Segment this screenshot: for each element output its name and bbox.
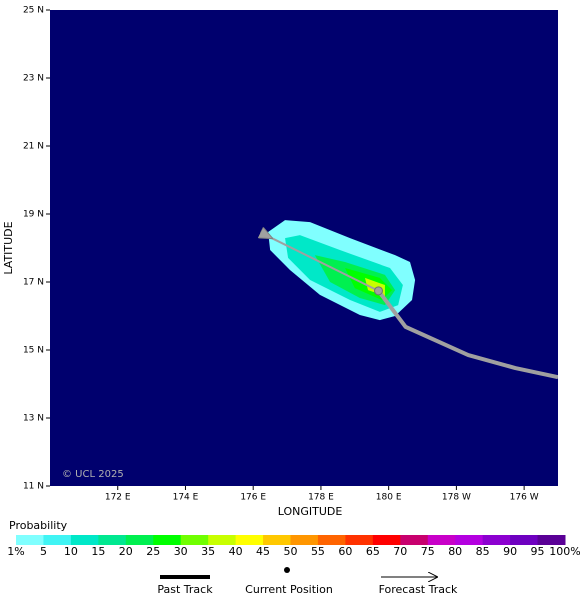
legend-level-label: 35 <box>201 545 215 558</box>
legend-swatch <box>482 535 511 545</box>
forecast-track-label: Forecast Track <box>379 583 458 596</box>
legend-swatch <box>290 535 319 545</box>
legend-level-label: 20 <box>119 545 133 558</box>
legend-level-label: 75 <box>421 545 435 558</box>
legend-swatch <box>537 535 566 545</box>
plot-area: © UCL 2025 <box>50 10 558 486</box>
legend-level-label: 1% <box>7 545 24 558</box>
current-position-label: Current Position <box>245 583 333 596</box>
legend-title: Probability <box>9 519 68 532</box>
y-tick-label: 17 N <box>23 278 44 288</box>
x-axis-label: LONGITUDE <box>278 505 343 518</box>
y-axis-label: LATITUDE <box>2 221 15 274</box>
legend-level-label: 50 <box>284 545 298 558</box>
forecast-track <box>271 238 379 292</box>
x-tick-label: 178 E <box>308 493 334 503</box>
legend-level-label: 30 <box>174 545 188 558</box>
legend-level-label: 25 <box>146 545 160 558</box>
legend-swatch <box>372 535 401 545</box>
x-tick-label: 176 E <box>240 493 266 503</box>
past-track-label: Past Track <box>157 583 213 596</box>
y-tick-label: 13 N <box>23 414 44 424</box>
legend-level-label: 100% <box>549 545 580 558</box>
x-tick-label: 172 E <box>105 493 131 503</box>
legend-swatch <box>125 535 154 545</box>
legend-level-label: 85 <box>476 545 490 558</box>
legend-level-label: 60 <box>338 545 352 558</box>
legend-swatch <box>510 535 539 545</box>
y-tick-label: 19 N <box>23 210 44 220</box>
x-tick-label: 180 E <box>376 493 402 503</box>
legend-level-label: 10 <box>64 545 78 558</box>
y-tick-label: 21 N <box>23 142 44 152</box>
legend-swatch <box>153 535 182 545</box>
current-position <box>374 286 384 296</box>
legend-level-label: 55 <box>311 545 325 558</box>
watermark: © UCL 2025 <box>62 469 124 480</box>
legend-swatch <box>235 535 264 545</box>
legend-level-label: 70 <box>393 545 407 558</box>
y-tick-label: 15 N <box>23 346 44 356</box>
legend-swatch <box>70 535 99 545</box>
x-tick-label: 174 E <box>173 493 199 503</box>
x-tick-label: 178 W <box>442 493 471 503</box>
legend-swatch <box>180 535 209 545</box>
legend-level-label: 90 <box>503 545 517 558</box>
y-tick-label: 11 N <box>23 482 44 492</box>
legend-swatch <box>16 535 44 545</box>
legend-swatch <box>263 535 291 545</box>
legend-level-label: 95 <box>531 545 545 558</box>
legend-swatch <box>427 535 456 545</box>
legend-swatch <box>400 535 429 545</box>
y-tick-label: 25 N <box>23 6 44 16</box>
legend-swatch <box>455 535 484 545</box>
legend-swatch <box>208 535 237 545</box>
legend-level-label: 15 <box>91 545 105 558</box>
legend-swatch <box>345 535 374 545</box>
y-tick-label: 23 N <box>23 74 44 84</box>
legend-level-label: 65 <box>366 545 380 558</box>
x-tick-label: 176 W <box>510 493 539 503</box>
legend-swatch <box>98 535 127 545</box>
legend-level-label: 40 <box>229 545 243 558</box>
legend-swatch <box>317 535 346 545</box>
past-track <box>376 289 558 380</box>
legend-level-label: 45 <box>256 545 270 558</box>
legend-swatch <box>43 535 72 545</box>
legend-level-label: 80 <box>448 545 462 558</box>
legend-level-label: 5 <box>40 545 47 558</box>
current-position-key <box>284 567 290 573</box>
